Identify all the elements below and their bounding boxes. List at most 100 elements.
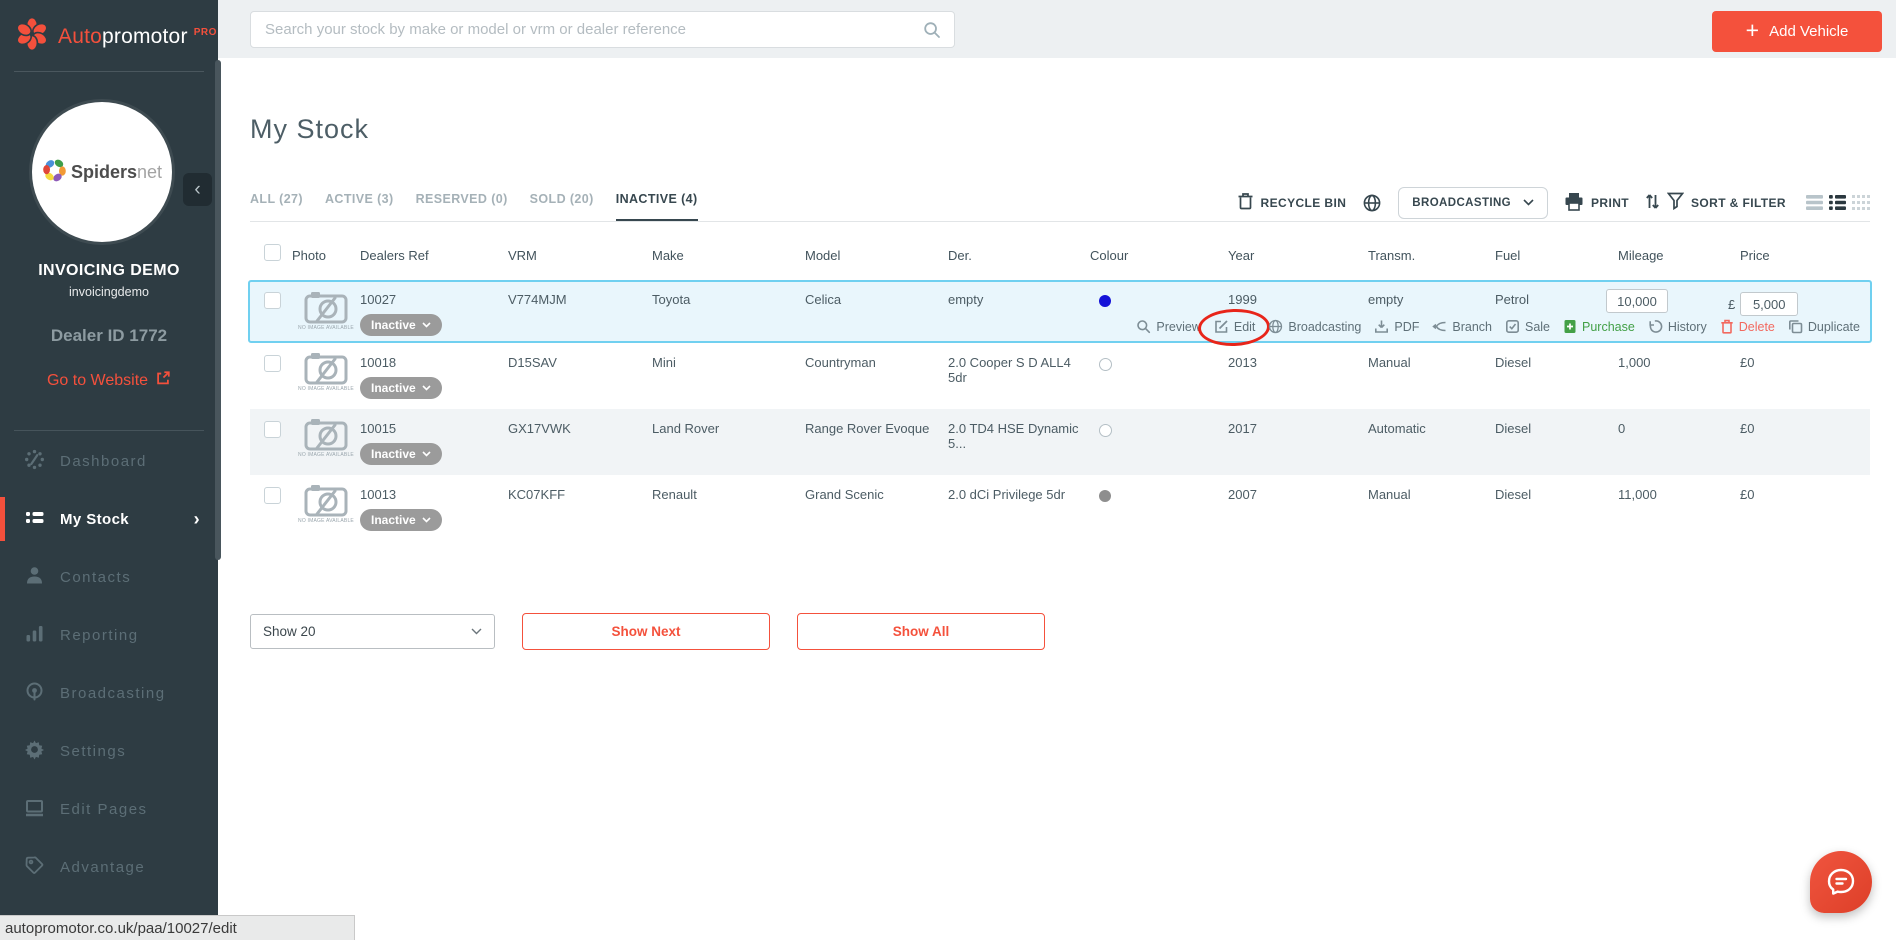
action-purchase[interactable]: Purchase (1563, 319, 1635, 334)
derivative: empty (948, 292, 984, 307)
recycle-bin-button[interactable]: RECYCLE BIN (1237, 192, 1347, 213)
action-broadcasting[interactable]: Broadcasting (1268, 319, 1361, 334)
row-actions: Preview Edit Broadcasting PDF Branch (1136, 307, 1860, 348)
chat-bubble-icon (1827, 868, 1855, 895)
mileage: 1,000 (1618, 355, 1651, 370)
show-count-select[interactable]: Show 20 (250, 614, 495, 649)
magnifier-icon (1137, 320, 1151, 334)
pagination: Show 20 Show Next Show All (250, 613, 1870, 650)
model: Countryman (805, 355, 876, 370)
tab-sold[interactable]: SOLD (20) (529, 192, 594, 206)
model: Range Rover Evoque (805, 421, 930, 436)
col-header-mileage: Mileage (1618, 248, 1664, 263)
row-checkbox[interactable] (264, 292, 281, 309)
status-pill[interactable]: Inactive (360, 443, 442, 465)
sidebar-item-dashboard[interactable]: Dashboard (0, 432, 218, 490)
link-preview-statusbar: autopromotor.co.uk/paa/10027/edit (0, 915, 355, 940)
currency-symbol: £ (1728, 296, 1736, 312)
sidebar-item-reporting[interactable]: Reporting (0, 606, 218, 664)
table-row[interactable]: NO IMAGE AVAILABLE 10015 Inactive GX17VW… (250, 409, 1870, 475)
colour-dot (1099, 424, 1112, 437)
year: 2013 (1228, 355, 1257, 370)
view-list-icon[interactable] (1829, 195, 1846, 210)
tab-all[interactable]: ALL (27) (250, 192, 303, 206)
colour-dot (1099, 490, 1111, 502)
action-pdf[interactable]: PDF (1374, 319, 1419, 334)
table-row[interactable]: NO IMAGE AVAILABLE 10018 Inactive D15SAV… (250, 343, 1870, 409)
add-vehicle-button[interactable]: + Add Vehicle (1712, 11, 1882, 52)
show-all-button[interactable]: Show All (797, 613, 1045, 650)
make: Mini (652, 355, 676, 370)
sidebar-item-advantage[interactable]: Advantage (0, 838, 218, 896)
row-checkbox[interactable] (264, 421, 281, 438)
table-row[interactable]: NO IMAGE AVAILABLE 10013 Inactive KC07KF… (250, 475, 1870, 541)
col-header-year: Year (1228, 248, 1255, 263)
show-next-button[interactable]: Show Next (522, 613, 770, 650)
row-checkbox[interactable] (264, 355, 281, 372)
derivative: 2.0 TD4 HSE Dynamic 5... (948, 421, 1079, 451)
select-all-checkbox[interactable] (264, 244, 281, 261)
action-branch[interactable]: Branch (1432, 319, 1492, 334)
sidebar-item-label: Contacts (60, 568, 132, 586)
sidebar-collapse-button[interactable]: ‹ (183, 173, 212, 206)
fuel: Diesel (1495, 421, 1532, 436)
chevron-down-icon (422, 322, 431, 328)
search-icon[interactable] (922, 20, 954, 40)
mileage: 11,000 (1618, 487, 1657, 502)
search-input[interactable] (251, 21, 922, 38)
view-grid-icon[interactable] (1852, 195, 1870, 210)
dealers-ref: 10018 (360, 355, 397, 370)
sort-filter-button[interactable]: SORT & FILTER (1645, 192, 1786, 214)
action-duplicate[interactable]: Duplicate (1788, 319, 1860, 334)
fuel: Petrol (1495, 292, 1529, 307)
chat-widget-button[interactable] (1810, 851, 1872, 913)
go-to-website-link[interactable]: Go to Website (47, 370, 171, 391)
tab-active[interactable]: ACTIVE (3) (324, 192, 394, 206)
status-pill[interactable]: Inactive (360, 314, 442, 336)
chevron-down-icon (422, 451, 431, 457)
mileage-input[interactable] (1606, 289, 1668, 313)
action-history[interactable]: History (1648, 319, 1707, 334)
view-rows-icon[interactable] (1806, 195, 1823, 210)
status-pill[interactable]: Inactive (360, 509, 442, 531)
vehicle-photo-placeholder: NO IMAGE AVAILABLE (292, 282, 360, 341)
sidebar-item-settings[interactable]: Settings (0, 722, 218, 780)
sidebar-scrollbar[interactable] (215, 60, 221, 560)
sidebar-item-broadcasting[interactable]: Broadcasting (0, 664, 218, 722)
globe-icon[interactable] (1362, 193, 1382, 213)
price-input[interactable] (1740, 292, 1799, 316)
history-icon (1649, 320, 1663, 333)
camera-slash-icon (304, 292, 348, 324)
dealer-id: Dealer ID 1772 (50, 326, 168, 345)
vrm: D15SAV (508, 355, 557, 370)
sidebar-item-contacts[interactable]: Contacts (0, 548, 218, 606)
tab-inactive[interactable]: INACTIVE (4) (615, 192, 698, 221)
table-row[interactable]: NO IMAGE AVAILABLE 10027 Inactive V774MJ… (248, 280, 1872, 348)
print-button[interactable]: PRINT (1564, 192, 1629, 214)
col-header-vrm: VRM (508, 248, 537, 263)
brand-wordmark: Autopromotor PRO (58, 24, 217, 48)
broadcasting-dropdown[interactable]: BROADCASTING (1398, 186, 1549, 219)
status-pill[interactable]: Inactive (360, 377, 442, 399)
bar-chart-icon (24, 623, 45, 648)
stock-tabs: ALL (27) ACTIVE (3) RESERVED (0) SOLD (2… (250, 192, 698, 221)
sidebar-item-my-stock[interactable]: My Stock › (0, 490, 218, 548)
col-header-make: Make (652, 248, 684, 263)
monitor-icon (24, 797, 45, 822)
app-logo[interactable]: Autopromotor PRO (0, 0, 218, 71)
action-preview[interactable]: Preview (1136, 319, 1201, 334)
dashboard-icon (24, 449, 45, 474)
row-checkbox[interactable] (264, 487, 281, 504)
tab-reserved[interactable]: RESERVED (0) (415, 192, 508, 206)
action-delete[interactable]: Delete (1720, 319, 1775, 334)
trash-icon (1721, 319, 1733, 334)
view-toggles (1806, 195, 1870, 210)
dealers-ref: 10013 (360, 487, 397, 502)
sidebar-item-label: Dashboard (60, 452, 147, 470)
sidebar-item-edit-pages[interactable]: Edit Pages (0, 780, 218, 838)
action-sale[interactable]: Sale (1505, 319, 1550, 334)
stock-list-icon (24, 507, 45, 532)
chevron-down-icon (471, 628, 482, 635)
broadcast-icon (24, 681, 45, 706)
action-edit[interactable]: Edit (1197, 307, 1271, 348)
